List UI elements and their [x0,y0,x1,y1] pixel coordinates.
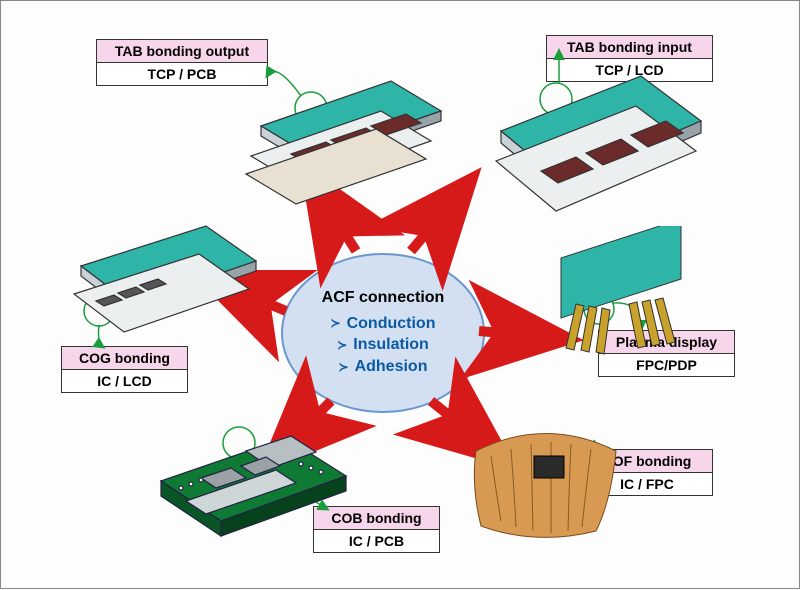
label-cog-line2: IC / LCD [62,369,187,392]
label-cog: COG bonding IC / LCD [61,346,188,393]
center-item-conduction: Conduction [331,313,436,335]
device-tab-output [231,56,451,211]
device-cog [56,206,266,346]
device-plasma [521,226,711,366]
center-title: ACF connection [322,289,445,307]
label-tab-input-line1: TAB bonding input [547,36,712,58]
label-cog-line1: COG bonding [62,347,187,369]
center-item-insulation: Insulation [337,334,429,356]
center-ellipse: ACF connection Conduction Insulation Adh… [281,253,485,413]
device-cof [456,411,636,551]
center-item-adhesion: Adhesion [339,356,428,378]
device-cob [146,416,356,556]
